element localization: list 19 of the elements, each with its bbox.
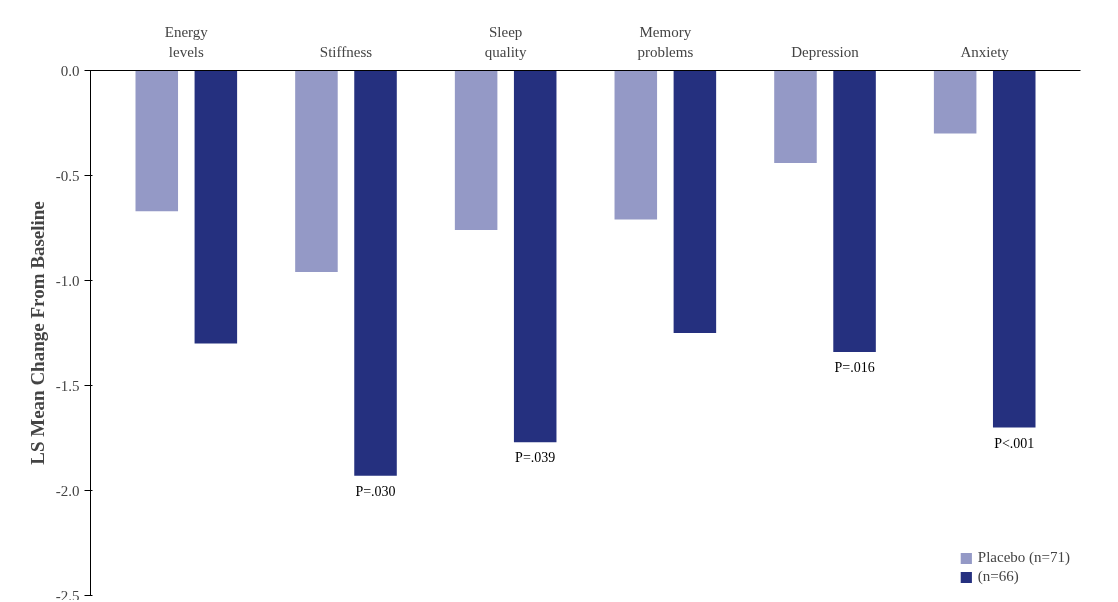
- annotation: P<.001: [994, 435, 1035, 451]
- y-tick-label: -2.5: [55, 587, 80, 602]
- x-tick-label: Memory problems: [637, 24, 694, 60]
- y-tick-label: -0.5: [55, 167, 80, 184]
- annotation: P=.039: [515, 450, 556, 466]
- y-tick-label: -1.0: [55, 272, 80, 289]
- x-tick-label: Stiffness: [319, 43, 373, 60]
- y-tick-label: -1.5: [55, 377, 80, 394]
- y-tick-label: -2.0: [55, 482, 80, 499]
- annotation: P=.030: [355, 483, 396, 499]
- y-tick-label: 0.0: [60, 62, 80, 79]
- annotation: P=.016: [834, 359, 875, 375]
- x-tick-label: Energy levels: [164, 24, 209, 60]
- y-axis-title: LS Mean Change From Baseline: [26, 201, 48, 465]
- x-tick-label: Sleep quality: [484, 24, 527, 60]
- x-tick-label: Depression: [791, 43, 860, 60]
- legend-label: Placebo (n=71): [977, 549, 1070, 566]
- legend-label: (n=66): [977, 568, 1019, 585]
- x-tick-label: Anxiety: [960, 43, 1010, 60]
